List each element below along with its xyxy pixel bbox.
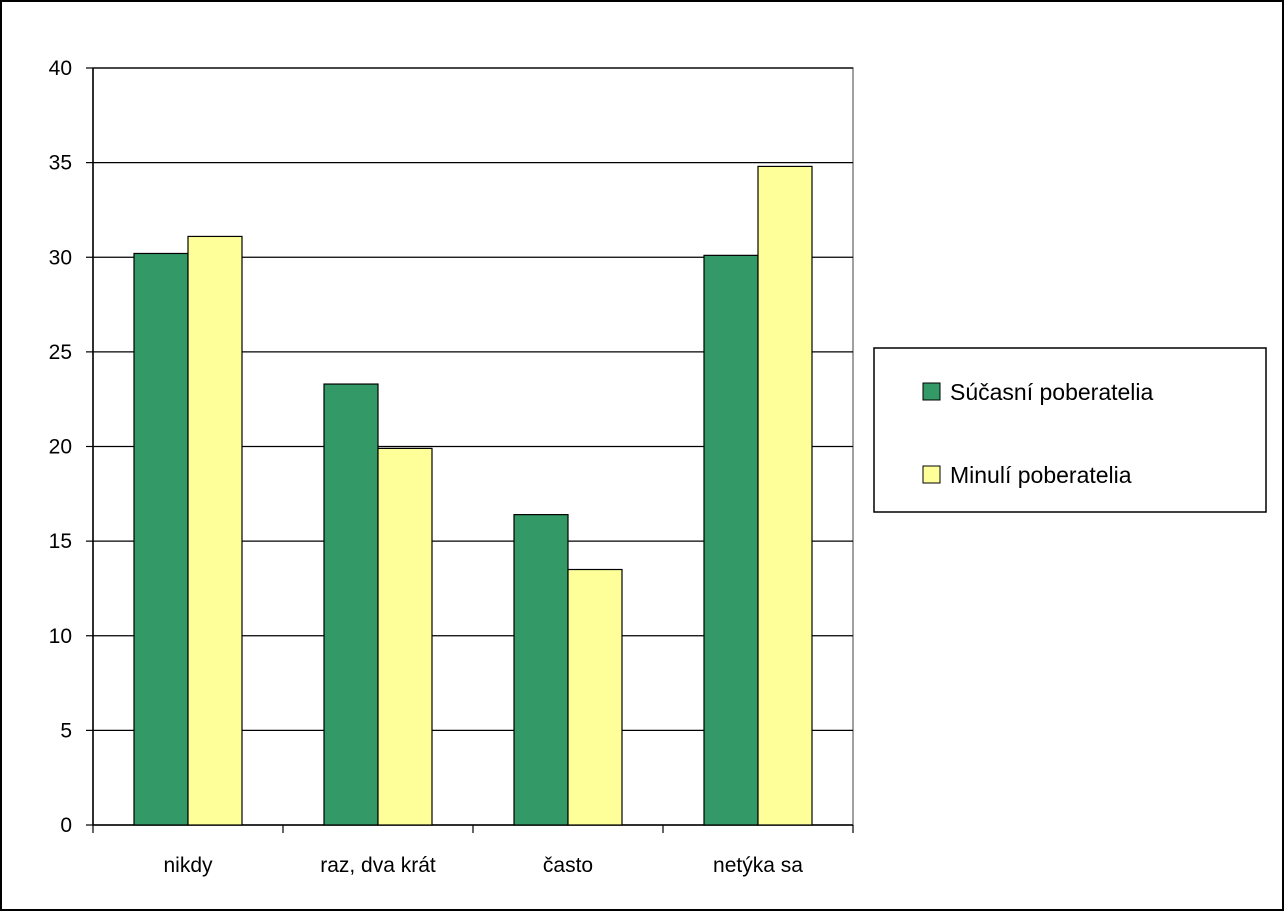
legend-swatch-current (922, 382, 941, 401)
y-tick-label: 5 (60, 719, 72, 742)
bar-current (133, 252, 189, 826)
bar-past (757, 165, 813, 826)
y-tick-label: 20 (49, 436, 72, 459)
legend: Súčasní poberatelia Minulí poberatelia (873, 347, 1267, 513)
legend-label-current: Súčasní poberatelia (950, 379, 1154, 405)
legend-label-past: Minulí poberatelia (950, 462, 1132, 488)
legend-swatch-past (922, 465, 941, 484)
y-tick-label: 15 (49, 530, 72, 553)
bar-past (377, 447, 433, 826)
y-tick-label: 40 (49, 57, 72, 80)
bar-current (513, 514, 569, 826)
y-tick-label: 10 (49, 625, 72, 648)
x-category-label: netýka sa (713, 854, 803, 877)
y-tick-label: 30 (49, 246, 72, 269)
plot-area: 0 5 10 15 20 25 30 35 40 nikdy raz, dva krát často n… (49, 57, 854, 877)
y-tick-label: 35 (49, 152, 72, 175)
bar-current (703, 254, 759, 826)
bar-past (567, 568, 623, 826)
y-tick-label: 25 (49, 341, 72, 364)
y-tick-label: 0 (60, 814, 72, 837)
x-category-label: často (543, 854, 593, 877)
bar-current (323, 383, 379, 826)
legend-box (873, 347, 1267, 513)
bar-past (187, 235, 243, 826)
x-category-label: raz, dva krát (320, 854, 436, 877)
x-category-label: nikdy (163, 854, 213, 877)
